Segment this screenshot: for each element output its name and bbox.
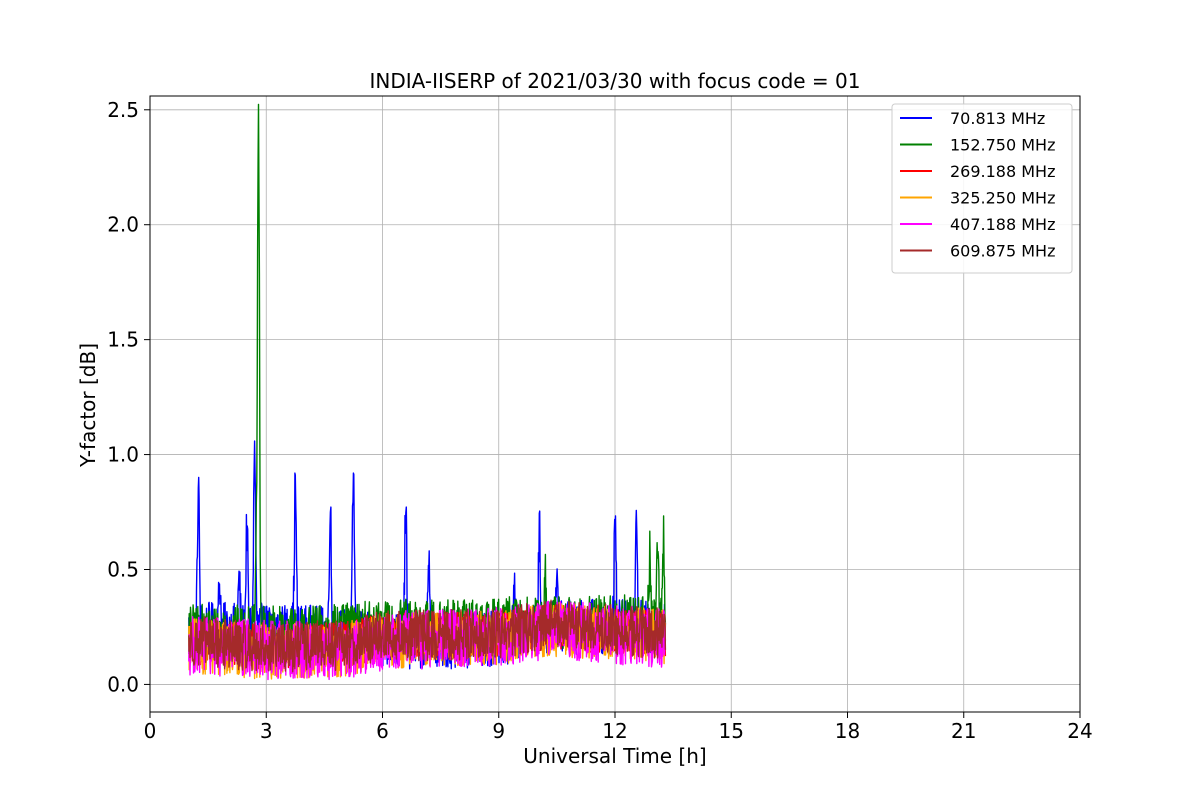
x-tick-label: 21 [951, 719, 976, 743]
y-tick-label: 2.5 [107, 98, 139, 122]
x-tick-label: 12 [602, 719, 627, 743]
legend: 70.813 MHz 152.750 MHz 269.188 MHz 325.250 … [891, 103, 1073, 274]
y-tick-label: 1.5 [107, 328, 139, 352]
chart-title: INDIA-IISERP of 2021/03/30 with focus co… [370, 69, 861, 93]
y-tick-label: 0.0 [107, 672, 139, 696]
x-tick-label: 9 [492, 719, 505, 743]
legend-label: 325.250 MHz [950, 189, 1055, 208]
x-tick-label: 6 [376, 719, 389, 743]
y-tick-label: 1.0 [107, 443, 139, 467]
legend-label: 407.188 MHz [950, 215, 1055, 234]
x-tick-label: 3 [260, 719, 273, 743]
x-tick-label: 24 [1067, 719, 1092, 743]
legend-label: 152.750 MHz [950, 136, 1055, 155]
legend-label: 269.188 MHz [950, 162, 1055, 181]
x-tick-label: 0 [144, 719, 157, 743]
series-line [188, 599, 667, 673]
y-axis-label: Y-factor [dB] [76, 343, 100, 468]
x-tick-label: 15 [719, 719, 744, 743]
y-tick-label: 0.5 [107, 557, 139, 581]
x-axis-label: Universal Time [h] [523, 744, 706, 768]
legend-box [891, 103, 1073, 274]
axis-ticks: 0 3 6 9 12 15 18 21 24 0.0 0.5 1.0 1.5 2.0 2.5 [107, 98, 1093, 743]
y-tick-label: 2.0 [107, 213, 139, 237]
series-group [188, 103, 667, 681]
legend-label: 70.813 MHz [950, 109, 1045, 128]
x-tick-label: 18 [835, 719, 860, 743]
legend-label: 609.875 MHz [950, 242, 1055, 261]
